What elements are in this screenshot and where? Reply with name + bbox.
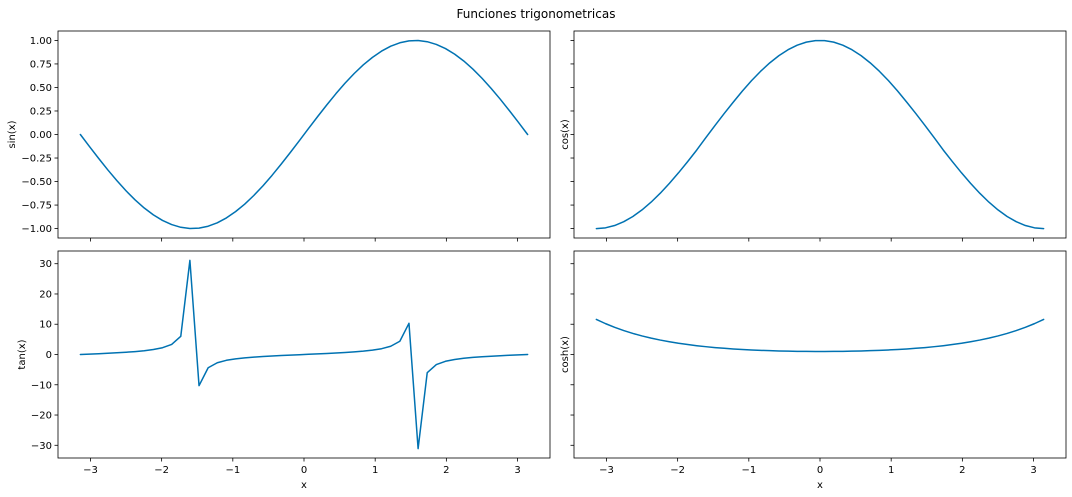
axes-frame [573, 30, 1067, 239]
x-tick-label: −1 [741, 465, 756, 476]
x-axis-label: x [301, 480, 307, 491]
y-tick-label: −30 [31, 441, 52, 452]
x-tick-label: −1 [225, 465, 240, 476]
y-axis-label: cosh(x) [560, 336, 571, 373]
y-tick-label: 10 [39, 320, 52, 331]
x-tick-label: 2 [443, 465, 449, 476]
x-axis-label: x [817, 480, 823, 491]
x-tick-label: −3 [83, 465, 98, 476]
series-line-1 [79, 39, 529, 230]
x-tick-label: 2 [959, 465, 965, 476]
y-tick-label: 0.75 [30, 59, 52, 70]
y-tick-label: −0.50 [21, 177, 52, 188]
series-line-3 [79, 259, 529, 450]
axes-frame [573, 250, 1067, 459]
y-tick-label: 0.00 [30, 130, 52, 141]
y-axis-label: tan(x) [17, 339, 28, 369]
x-tick-label: 1 [372, 465, 378, 476]
y-tick-label: −0.75 [21, 201, 52, 212]
series-line-2 [595, 39, 1045, 230]
x-tick-label: 1 [888, 465, 894, 476]
x-tick-label: −3 [599, 465, 614, 476]
y-tick-label: −10 [31, 380, 52, 391]
subplot-1: −1.00 −0.75 −0.50 −0.25 0.00 0.25 0.50 0.75 1.00… [7, 30, 551, 242]
series-line-4 [595, 318, 1045, 353]
y-tick-label: 30 [39, 259, 52, 270]
y-axis-label: sin(x) [7, 120, 18, 148]
y-tick-label: −20 [31, 411, 52, 422]
subplot-2: cos(x) [560, 30, 1067, 242]
x-tick-label: −2 [154, 465, 169, 476]
figure-suptitle: Funciones trigonometricas [457, 7, 616, 21]
y-axis-label: cos(x) [560, 119, 571, 150]
y-tick-label: 0.50 [30, 83, 52, 94]
y-tick-label: 0.25 [30, 106, 52, 117]
y-tick-label: 20 [39, 289, 52, 300]
x-tick-label: −2 [670, 465, 685, 476]
subplot-4: −3 −2 −1 0 1 2 3 x cosh(x) [560, 250, 1067, 491]
y-tick-label: 0 [46, 350, 52, 361]
y-tick-label: −0.25 [21, 154, 52, 165]
x-tick-label: 3 [514, 465, 520, 476]
y-tick-label: 1.00 [30, 36, 52, 47]
x-tick-label: 3 [1030, 465, 1036, 476]
x-tick-label: 0 [301, 465, 307, 476]
x-tick-label: 0 [817, 465, 823, 476]
y-tick-label: −1.00 [21, 224, 52, 235]
